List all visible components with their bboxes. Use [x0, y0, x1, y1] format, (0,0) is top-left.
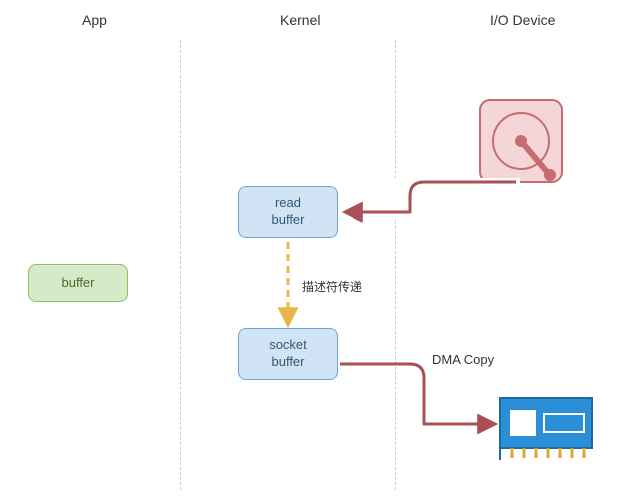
divider-app-kernel [180, 40, 181, 490]
node-label: read buffer [271, 195, 304, 229]
disk-icon [480, 100, 562, 182]
node-label: socket buffer [269, 337, 307, 371]
col-header-io: I/O Device [490, 12, 555, 28]
node-app-buffer: buffer [28, 264, 128, 302]
edge-label-dma2: DMA Copy [432, 352, 494, 367]
node-read-buffer: read buffer [238, 186, 338, 238]
edge-socket-to-nic [340, 364, 494, 424]
diagram-overlay [0, 0, 623, 502]
col-header-kernel: Kernel [280, 12, 320, 28]
node-label: buffer [61, 275, 94, 292]
edge-label-dma1: DMA Copy [432, 200, 494, 215]
node-socket-buffer: socket buffer [238, 328, 338, 380]
col-header-app: App [82, 12, 107, 28]
nic-icon [500, 398, 592, 460]
divider-kernel-io [395, 40, 396, 490]
edge-label-descriptor: 描述符传递 [302, 278, 362, 295]
